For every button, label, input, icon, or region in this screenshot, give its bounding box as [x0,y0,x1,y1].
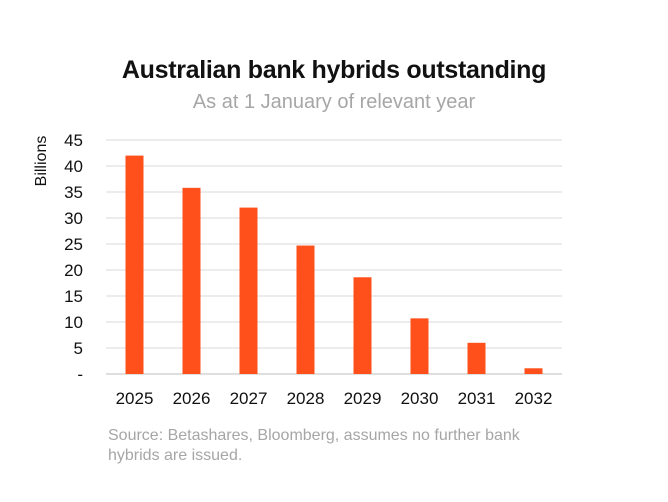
x-tick-label: 2026 [173,389,211,408]
bars [125,155,543,374]
y-tick-label: 10 [64,313,83,332]
x-axis-ticks: 2025 2026 2027 2028 2029 2030 2031 2032 [116,389,553,408]
bar-2029 [353,277,372,374]
y-tick-label: 5 [74,339,83,358]
chart-subtitle: As at 1 January of relevant year [192,91,476,113]
y-tick-label: 15 [64,287,83,306]
x-tick-label: 2030 [401,389,439,408]
y-tick-label: 45 [64,131,83,150]
y-tick-label: 30 [64,209,83,228]
y-tick-label: 20 [64,261,83,280]
bar-2030 [410,318,429,374]
gridlines [106,139,562,375]
bar-2025 [125,155,144,374]
chart-title: Australian bank hybrids outstanding [121,56,547,84]
bar-2032 [524,368,543,374]
y-tick-label: 40 [64,157,83,176]
x-tick-label: 2029 [344,389,382,408]
x-tick-label: 2031 [458,389,496,408]
bar-2031 [467,342,486,374]
bar-2027 [239,207,258,374]
y-tick-label: 25 [64,235,83,254]
y-tick-label: - [77,365,83,384]
x-tick-label: 2028 [287,389,325,408]
bar-2026 [182,187,201,374]
x-tick-label: 2032 [515,389,553,408]
chart-source-note: Source: Betashares, Bloomberg, assumes n… [108,427,520,464]
x-tick-label: 2027 [230,389,268,408]
y-tick-label: 35 [64,183,83,202]
bar-2028 [296,245,315,374]
x-tick-label: 2025 [116,389,154,408]
y-axis-label: Billions [33,136,50,187]
y-axis-ticks: - 5 10 15 20 25 30 35 40 45 [64,131,83,384]
